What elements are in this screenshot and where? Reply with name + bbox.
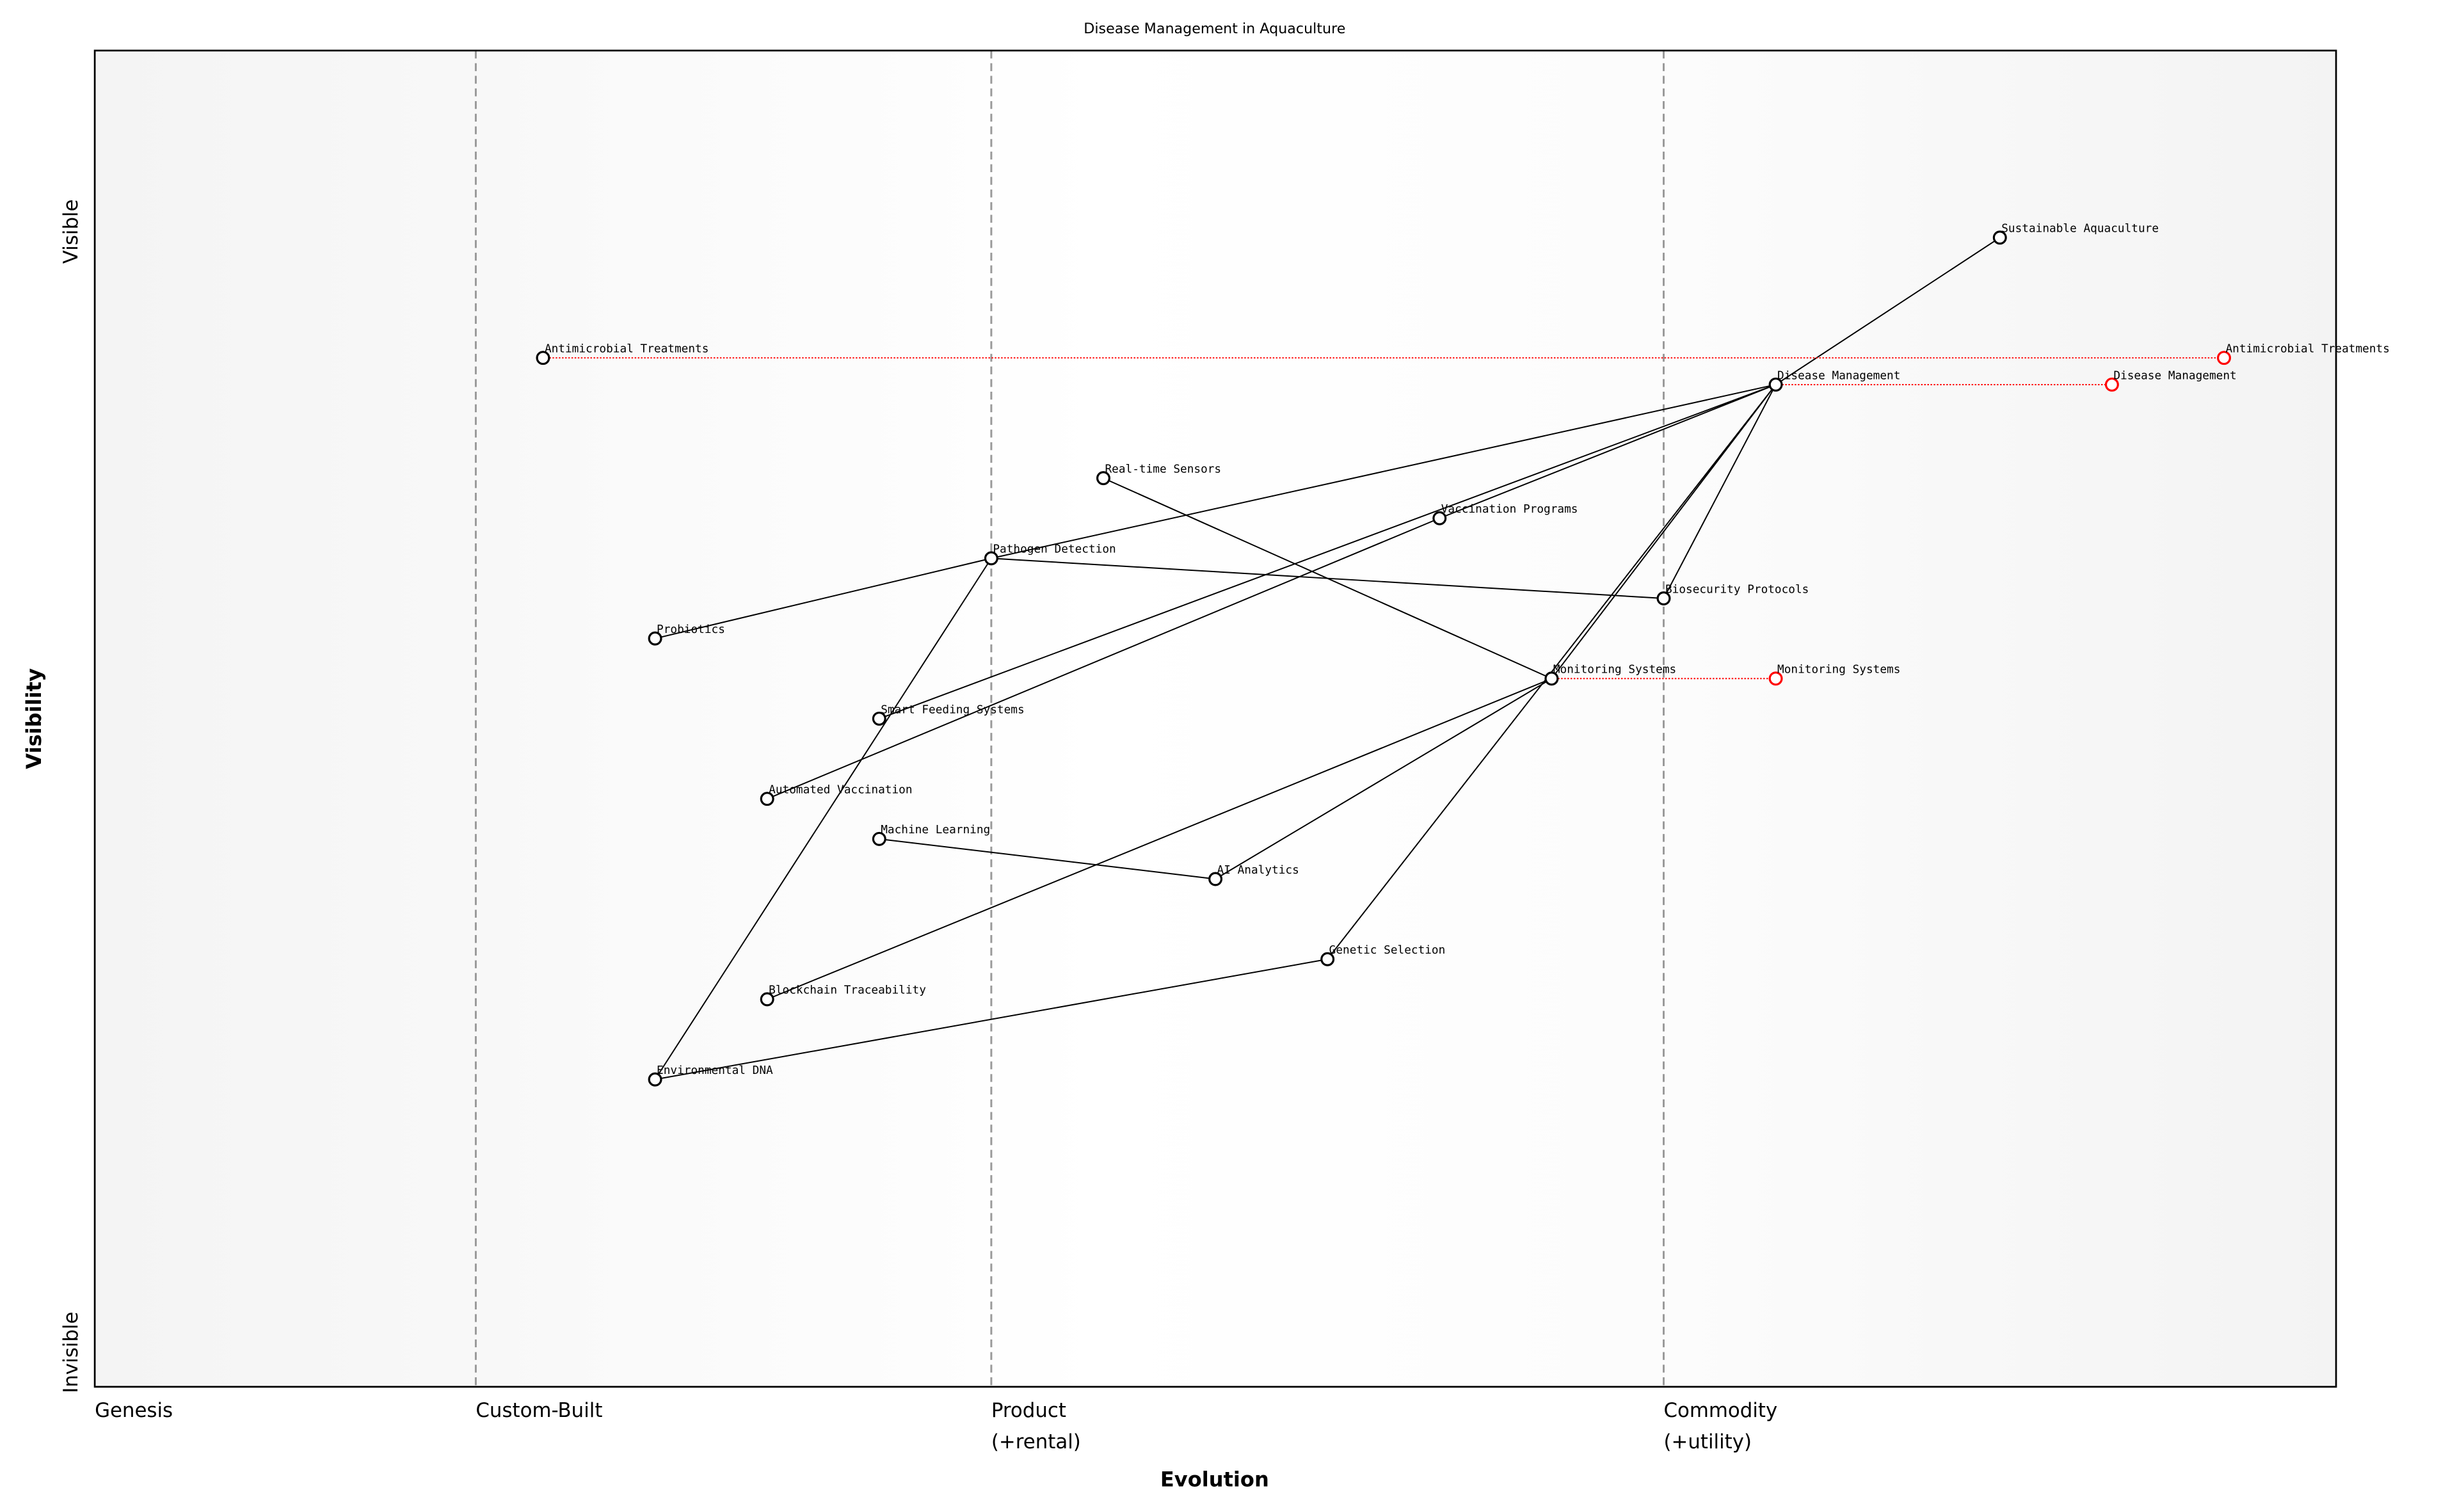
dependency-link [879, 384, 1776, 719]
plot-frame [93, 49, 2337, 1388]
component-node [872, 711, 886, 726]
stage-label: Product [991, 1399, 1066, 1422]
component-node [1544, 671, 1559, 686]
component-label: Automated Vaccination [769, 784, 912, 797]
component-node [1768, 377, 1783, 392]
evolved-component-node [1768, 671, 1783, 686]
component-label: Biosecurity Protocols [1665, 583, 1809, 596]
component-node [536, 351, 550, 365]
component-node [1432, 511, 1447, 525]
dependency-link [767, 678, 1552, 1000]
component-label: Probiotics [657, 623, 725, 636]
dependency-link [654, 557, 992, 1080]
component-node [1320, 952, 1335, 966]
dependency-link [1551, 384, 1777, 679]
component-node [1208, 872, 1223, 886]
evolved-component-node [2104, 377, 2119, 392]
dependency-link [1663, 384, 1777, 599]
stage-label: Custom-Built [476, 1399, 602, 1422]
x-axis-label: Evolution [1160, 1467, 1269, 1491]
dependency-link [767, 517, 1440, 800]
component-label: AI Analytics [1217, 864, 1299, 877]
component-label: Monitoring Systems [1553, 664, 1676, 676]
evolved-component-label: Antimicrobial Treatments [2225, 343, 2389, 356]
dependency-link [1439, 384, 1776, 519]
component-node [760, 792, 774, 806]
component-label: Smart Feeding Systems [881, 703, 1024, 716]
component-node [760, 992, 774, 1007]
component-node [984, 551, 998, 566]
plot-background [95, 50, 2337, 1387]
stage-label: Genesis [95, 1399, 173, 1422]
component-label: Pathogen Detection [993, 543, 1116, 556]
dependency-link [655, 958, 1328, 1080]
stage-sublabel: (+utility) [1663, 1430, 1752, 1453]
component-node [872, 831, 886, 846]
component-node [648, 1072, 662, 1087]
dependency-link [1775, 237, 2001, 385]
stage-sublabel: (+rental) [991, 1430, 1081, 1453]
dependency-link [991, 383, 1776, 559]
component-label: Sustainable Aquaculture [2001, 223, 2159, 236]
component-node [1656, 591, 1671, 605]
y-label-invisible: Invisible [60, 1312, 83, 1393]
component-label: Machine Learning [881, 824, 990, 836]
component-label: Environmental DNA [657, 1064, 773, 1077]
y-label-visible: Visible [60, 199, 83, 264]
dependency-link [1103, 477, 1552, 680]
dependency-link [879, 838, 1216, 880]
stage-label: Commodity [1663, 1399, 1777, 1422]
component-node [1096, 471, 1110, 486]
component-label: Real-time Sensors [1105, 463, 1221, 476]
chart-title: Disease Management in Aquaculture [1084, 20, 1345, 37]
dependency-link [655, 557, 992, 639]
component-label: Antimicrobial Treatments [545, 343, 708, 356]
evolved-component-label: Monitoring Systems [1777, 664, 1900, 676]
component-node [1992, 230, 2007, 245]
y-axis-label: Visibility [22, 668, 46, 769]
component-label: Disease Management [1777, 369, 1900, 382]
component-label: Genetic Selection [1329, 944, 1446, 957]
component-label: Vaccination Programs [1441, 503, 1578, 516]
evolved-component-label: Disease Management [2113, 369, 2236, 382]
component-label: Blockchain Traceability [769, 984, 926, 997]
component-node [648, 631, 662, 646]
dependency-link [1215, 678, 1552, 880]
evolved-component-node [2217, 351, 2231, 365]
